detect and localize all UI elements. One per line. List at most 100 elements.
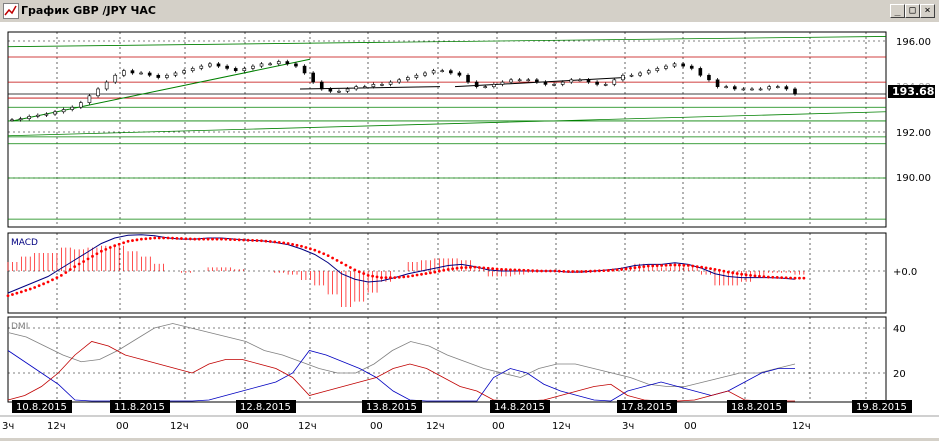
candle-body (681, 63, 685, 67)
macd-signal-dot (211, 237, 214, 241)
time-label: 12ч (47, 421, 66, 432)
candle-body (578, 79, 582, 82)
macd-signal-dot (500, 267, 503, 271)
price-panel[interactable] (7, 31, 887, 228)
macd-signal-dot (673, 263, 677, 267)
candle-body (208, 63, 212, 67)
dmi-tick-40: 40 (893, 324, 906, 335)
macd-signal-dot (677, 263, 681, 267)
macd-signal-dot (362, 272, 366, 275)
macd-signal-dot (237, 238, 241, 242)
chart-glyph-icon (4, 5, 17, 16)
macd-panel[interactable] (7, 232, 887, 314)
candle-body (362, 86, 367, 88)
macd-signal-dot (397, 275, 401, 279)
close-button[interactable]: × (920, 4, 935, 18)
candle-body (509, 79, 513, 83)
macd-signal-dot (99, 249, 103, 253)
candle-body (612, 79, 617, 85)
candle-body (173, 72, 178, 76)
candle-body (672, 63, 677, 67)
macd-signal-dot (126, 239, 130, 243)
candle-body (457, 72, 462, 76)
macd-signal-dot (775, 276, 779, 279)
macd-signal-dot (322, 252, 326, 256)
macd-signal-dot (220, 237, 223, 241)
macd-signal-dot (282, 241, 286, 245)
candle-body (104, 81, 109, 90)
macd-signal-dot (393, 276, 397, 279)
macd-signal-dot (344, 263, 348, 267)
macd-signal-dot (691, 264, 695, 268)
date-label: 17.8.2015 (621, 402, 672, 413)
macd-signal-dot (313, 248, 317, 252)
candle-body (61, 109, 66, 113)
macd-signal-dot (260, 239, 263, 243)
candle-body (96, 88, 100, 97)
candle-body (70, 106, 75, 110)
candle-body (560, 81, 565, 85)
macd-signal-dot (308, 247, 312, 251)
current-price-value: 193.68 (892, 85, 934, 98)
macd-signal-dot (197, 237, 201, 241)
macd-signal-dot (802, 276, 806, 280)
candle-body (242, 68, 247, 71)
minimize-button[interactable]: _ (890, 4, 905, 18)
macd-signal-dot (553, 269, 557, 273)
macd-signal-dot (104, 247, 108, 251)
date-label-bg (727, 400, 787, 413)
candle-body (724, 86, 728, 88)
macd-signal-dot (722, 269, 726, 273)
time-label: 00 (684, 421, 697, 432)
macd-signal-dot (589, 269, 592, 273)
macd-line (7, 234, 796, 294)
candle-body (225, 65, 229, 69)
maximize-button[interactable]: □ (905, 4, 920, 18)
candle-body (259, 63, 264, 67)
macd-signal-dot (51, 278, 54, 282)
rising-trendline (7, 111, 887, 137)
macd-signal-dot (202, 237, 206, 241)
macd-signal-dot (300, 244, 303, 248)
dmi-panel[interactable] (7, 316, 887, 403)
candle-body (569, 79, 574, 83)
macd-signal-dot (224, 237, 228, 241)
macd-signal-dot (446, 267, 450, 271)
candle-body (337, 90, 341, 93)
chart-svg[interactable]: 196.00 194.00 192.00 190.00 193.68 MACD … (0, 22, 939, 438)
macd-signal-dot (357, 270, 361, 274)
macd-signal-dot (246, 238, 250, 242)
chart-area[interactable]: 196.00 194.00 192.00 190.00 193.68 MACD … (0, 22, 939, 438)
date-label: 19.8.2015 (856, 402, 907, 413)
macd-signal-dot (353, 268, 357, 272)
candle-body (500, 81, 505, 85)
candle-body (87, 95, 92, 103)
candle-body (595, 81, 599, 85)
candle-body (319, 81, 324, 90)
date-label-bg (852, 400, 912, 413)
candle-body (758, 88, 763, 91)
macd-signal-dot (82, 260, 85, 263)
candle-body (423, 72, 427, 76)
macd-label: MACD (11, 238, 38, 248)
macd-signal-dot (117, 242, 121, 246)
dmi-label: DMI (11, 322, 28, 332)
time-label: 00 (116, 421, 129, 432)
candle-body (655, 68, 660, 71)
macd-signal-dot (469, 265, 472, 269)
candle-body (767, 86, 771, 90)
candle-body (517, 79, 522, 82)
candle-body (707, 74, 711, 81)
macd-tick-zero: +0.0 (893, 267, 917, 278)
macd-signal-dot (108, 246, 112, 249)
candle-body (664, 65, 668, 69)
macd-signal-dot (593, 269, 597, 273)
macd-signal-dot (509, 268, 512, 272)
candle-body (294, 63, 298, 67)
candle-body (216, 63, 221, 67)
candle-body (53, 111, 57, 115)
macd-signal-dot (135, 238, 139, 242)
candle-body (638, 72, 642, 76)
macd-signal-dot (157, 236, 161, 240)
candle-body (775, 86, 780, 88)
